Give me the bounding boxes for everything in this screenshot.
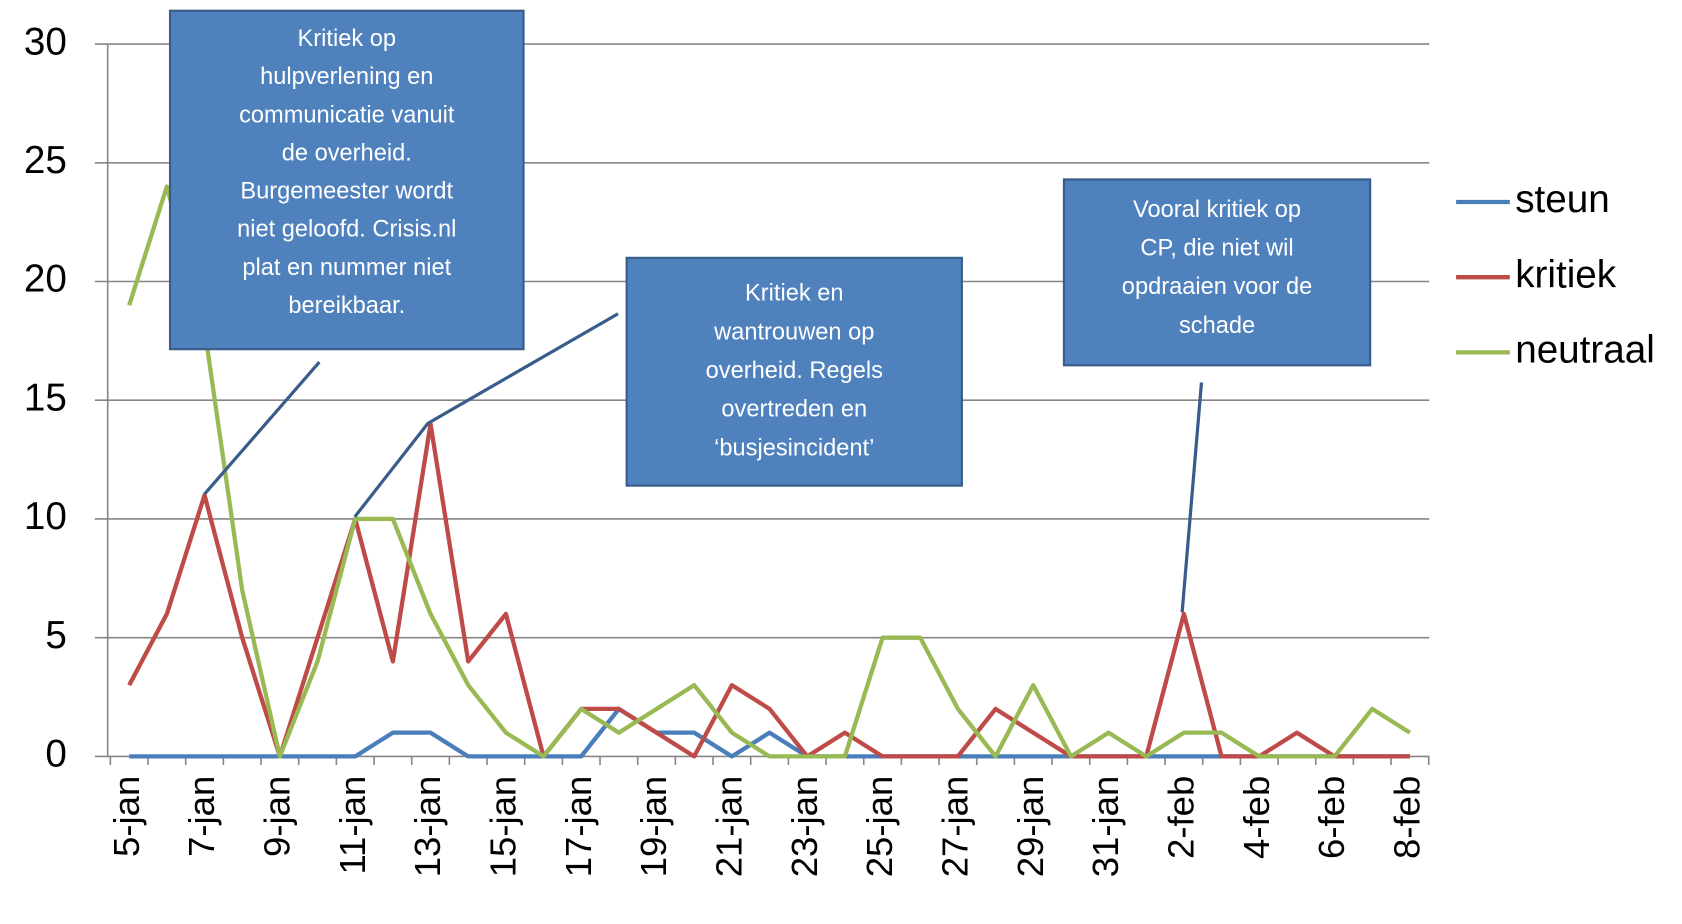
callout-text: CP, die niet wil <box>1140 235 1293 261</box>
callout-leader <box>353 312 619 518</box>
x-tick-label: 7-jan <box>181 776 222 857</box>
x-tick-label: 6-feb <box>1311 776 1352 859</box>
x-tick-label: 8-feb <box>1387 776 1428 859</box>
x-tick-label: 23-jan <box>784 776 825 878</box>
callout-text: bereikbaar. <box>288 293 405 319</box>
y-tick-label: 5 <box>45 614 67 657</box>
callout-text: hulpverlening en <box>260 64 433 90</box>
callout-leader <box>203 361 321 496</box>
x-tick-label: 4-feb <box>1236 776 1277 859</box>
y-tick-label: 10 <box>24 495 67 538</box>
callout-text: wantrouwen op <box>713 319 874 345</box>
callout-text: overheid. Regels <box>706 358 883 384</box>
x-tick-label: 5-jan <box>106 776 147 857</box>
callout-box <box>168 9 525 351</box>
x-tick-label: 31-jan <box>1085 776 1126 878</box>
legend-label: neutraal <box>1515 329 1655 372</box>
callout-box <box>625 256 963 487</box>
y-tick-label: 30 <box>24 20 67 63</box>
callout-text: Vooral kritiek op <box>1133 197 1301 223</box>
y-tick-label: 25 <box>24 139 67 182</box>
series-line <box>129 706 1410 759</box>
y-tick-label: 20 <box>24 258 67 301</box>
callout-text: de overheid. <box>282 140 412 166</box>
callout-text: Burgemeester wordt <box>240 179 453 205</box>
x-tick-label: 25-jan <box>859 776 900 878</box>
x-tick-label: 27-jan <box>935 776 976 878</box>
callout-box <box>1062 178 1372 367</box>
callout-leader <box>1180 382 1204 613</box>
callout-text: overtreden en <box>721 397 867 423</box>
x-tick-label: 15-jan <box>483 776 524 878</box>
series-line <box>127 184 1412 759</box>
callout-text: niet geloofd. Crisis.nl <box>237 217 456 243</box>
y-tick-label: 15 <box>24 376 67 419</box>
callout-text: Kritiek op <box>298 26 396 52</box>
x-tick-label: 9-jan <box>257 776 298 857</box>
legend-label: kritiek <box>1515 253 1617 296</box>
x-tick-label: 11-jan <box>332 776 373 875</box>
callout-text: ‘busjesincident’ <box>714 435 874 461</box>
callout-text: opdraaien voor de <box>1122 274 1312 300</box>
callout-text: schade <box>1179 313 1255 339</box>
legend-label: steun <box>1515 178 1610 221</box>
x-tick-label: 2-feb <box>1161 776 1202 859</box>
x-tick-label: 17-jan <box>558 776 599 878</box>
x-tick-label: 13-jan <box>407 776 448 878</box>
callout-text: plat en nummer niet <box>242 255 451 281</box>
callout-text: Kritiek en <box>745 281 843 307</box>
x-tick-label: 21-jan <box>709 776 750 878</box>
x-tick-label: 19-jan <box>633 776 674 878</box>
callout-text: communicatie vanuit <box>239 102 455 128</box>
x-tick-label: 29-jan <box>1010 776 1051 878</box>
y-tick-label: 0 <box>45 733 67 776</box>
